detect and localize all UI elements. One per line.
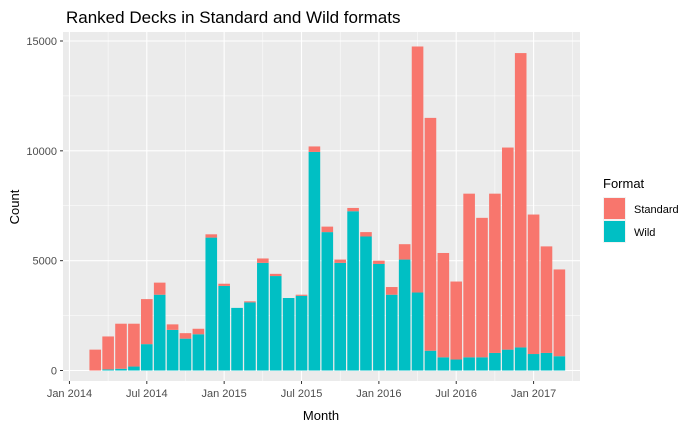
- x-tick-label: Jul 2014: [126, 388, 168, 400]
- x-axis-title: Month: [303, 408, 339, 423]
- bar-wild: [385, 294, 398, 371]
- legend: Format Standard Wild: [603, 176, 679, 243]
- x-tick-label: Jul 2016: [435, 388, 477, 400]
- legend-label-standard: Standard: [634, 204, 679, 216]
- bar-standard: [476, 217, 488, 358]
- bar-standard: [398, 244, 411, 260]
- bar-wild: [476, 357, 488, 371]
- bar-wild: [308, 151, 321, 371]
- bar-standard: [128, 323, 140, 367]
- x-tick-label: Jan 2014: [47, 388, 92, 400]
- bar-wild: [205, 237, 218, 371]
- bar-wild: [257, 262, 269, 371]
- bar-standard: [269, 273, 282, 277]
- bar-standard: [373, 260, 385, 264]
- bar-standard: [244, 301, 256, 303]
- y-tick-label: 15000: [26, 36, 57, 48]
- bar-standard: [540, 246, 553, 353]
- bar-standard: [89, 349, 102, 371]
- bar-wild: [373, 263, 385, 371]
- bar-standard: [437, 252, 450, 358]
- bar-standard: [257, 258, 269, 263]
- bar-standard: [553, 269, 566, 357]
- bar-standard: [334, 259, 346, 263]
- chart-title: Ranked Decks in Standard and Wild format…: [66, 8, 401, 27]
- bar-standard: [411, 46, 424, 293]
- bar-standard: [321, 226, 334, 233]
- bar-wild: [192, 334, 205, 371]
- bar-wild: [553, 356, 566, 371]
- bar-wild: [463, 357, 475, 371]
- legend-label-wild: Wild: [634, 227, 655, 239]
- bar-wild: [489, 352, 501, 371]
- x-tick-label: Jan 2015: [202, 388, 247, 400]
- x-tick-label: Jul 2015: [281, 388, 323, 400]
- bar-wild: [450, 359, 463, 371]
- bar-wild: [347, 211, 359, 371]
- x-axis: Jan 2014 Jul 2014 Jan 2015 Jul 2015 Jan 2016…: [47, 381, 556, 400]
- bars: [89, 46, 566, 371]
- bar-standard: [218, 283, 230, 286]
- y-axis: 0 5000 10000 15000: [26, 36, 63, 378]
- bar-standard: [463, 193, 475, 358]
- bar-wild: [231, 307, 243, 371]
- bar-wild: [424, 350, 437, 371]
- bar-standard: [115, 323, 127, 369]
- bar-standard: [385, 287, 398, 295]
- bar-standard: [205, 234, 218, 238]
- bar-standard: [166, 324, 179, 330]
- bar-standard: [501, 147, 514, 350]
- bar-wild: [153, 294, 166, 371]
- legend-key-wild: [604, 221, 625, 242]
- bar-wild: [282, 298, 295, 371]
- x-tick-label: Jan 2016: [356, 388, 401, 400]
- bar-standard: [424, 117, 437, 351]
- bar-wild: [102, 369, 114, 371]
- bar-wild: [244, 302, 256, 371]
- bar-wild: [218, 285, 230, 371]
- bar-wild: [411, 292, 424, 371]
- bar-standard: [192, 328, 205, 335]
- bar-wild: [540, 352, 553, 371]
- bar-wild: [514, 347, 527, 371]
- bar-wild: [437, 357, 450, 371]
- bar-standard: [347, 207, 359, 212]
- bar-wild: [115, 368, 127, 371]
- bar-wild: [501, 349, 514, 371]
- bar-standard: [308, 146, 321, 152]
- bar-wild: [179, 338, 192, 371]
- bar-standard: [179, 333, 192, 339]
- bar-wild: [128, 366, 140, 371]
- bar-standard: [360, 232, 372, 237]
- bar-wild: [321, 232, 334, 371]
- bar-standard: [527, 214, 540, 355]
- y-tick-label: 5000: [33, 256, 57, 268]
- bar-standard: [153, 282, 166, 295]
- x-tick-label: Jan 2017: [511, 388, 556, 400]
- bar-standard: [514, 53, 527, 348]
- bar-wild: [527, 354, 540, 371]
- bar-wild: [295, 295, 308, 371]
- legend-key-standard: [604, 198, 625, 219]
- legend-title: Format: [603, 176, 645, 191]
- bar-wild: [141, 344, 153, 371]
- y-axis-title: Count: [7, 189, 22, 224]
- bar-wild: [269, 276, 282, 371]
- bar-standard: [141, 299, 153, 345]
- y-tick-label: 0: [51, 366, 57, 378]
- bar-wild: [360, 236, 372, 371]
- bar-standard: [295, 294, 308, 296]
- bar-standard: [489, 193, 501, 353]
- bar-standard: [102, 336, 114, 370]
- bar-wild: [166, 329, 179, 371]
- bar-standard: [450, 281, 463, 360]
- bar-wild: [334, 262, 346, 371]
- bar-wild: [398, 259, 411, 371]
- y-tick-label: 10000: [26, 146, 57, 158]
